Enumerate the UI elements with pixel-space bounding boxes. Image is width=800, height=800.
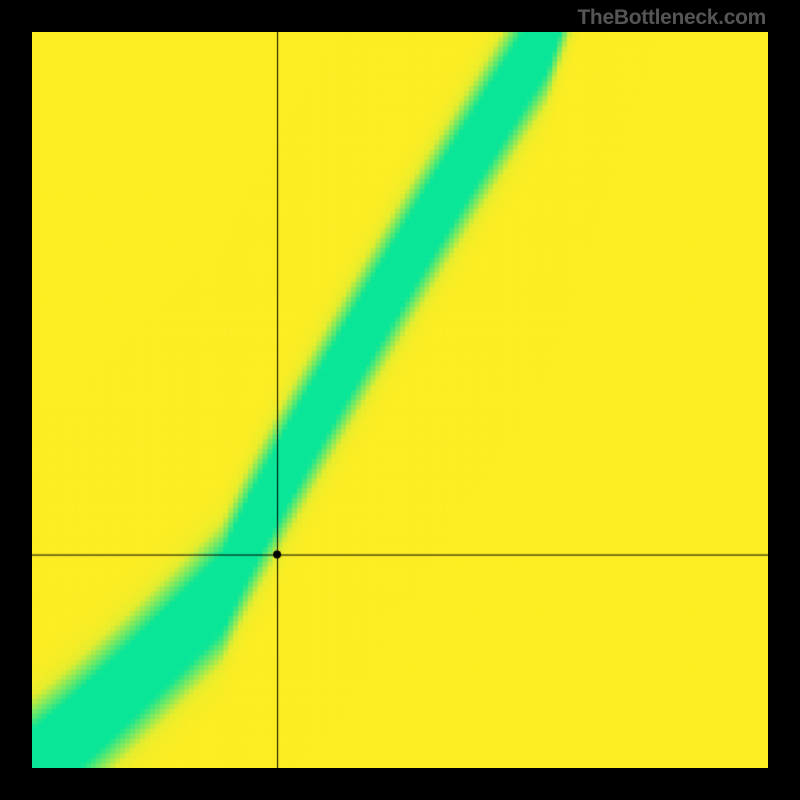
chart-frame: TheBottleneck.com	[0, 0, 800, 800]
bottleneck-heatmap	[32, 32, 768, 768]
watermark-text: TheBottleneck.com	[577, 6, 766, 30]
